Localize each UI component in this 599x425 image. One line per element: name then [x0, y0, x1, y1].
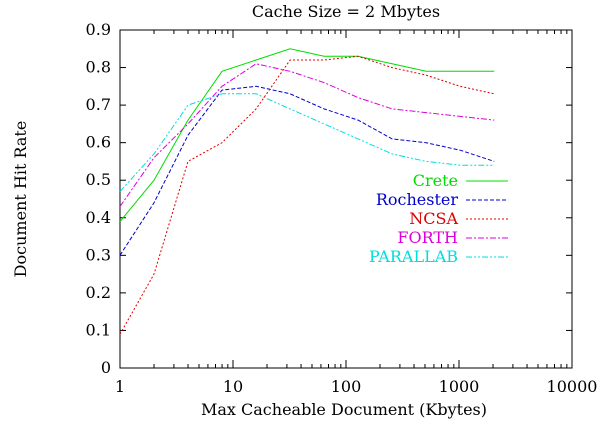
y-tick-label: 0.6 [86, 133, 111, 152]
y-tick-label: 0.3 [86, 245, 111, 264]
legend-label: NCSA [409, 209, 458, 228]
legend-label: Rochester [376, 190, 459, 209]
legend-label: FORTH [397, 228, 458, 247]
y-tick-label: 0.5 [86, 170, 111, 189]
y-tick-label: 0.2 [86, 283, 111, 302]
legend-label: PARALLAB [369, 247, 458, 266]
ticks-layer: 0 0.1 0.2 0.3 0.4 0.5 0.6 0.7 0.8 0.9 1 10 100 1000 10… [86, 20, 598, 396]
x-axis-label: Max Cacheable Document (Kbytes) [201, 400, 487, 419]
y-axis-label: Document Hit Rate [11, 121, 30, 278]
y-tick-label: 0.7 [86, 95, 111, 114]
y-tick-label: 0.1 [86, 320, 111, 339]
series-line-ncsa [119, 55, 495, 335]
x-tick-label: 10 [223, 377, 243, 396]
y-tick-label: 0.8 [86, 58, 111, 77]
legend-label: Crete [413, 171, 458, 190]
series-line-rochester [119, 85, 495, 256]
plot-frame [119, 29, 573, 369]
series-layer [119, 48, 495, 335]
y-tick-label: 0.9 [86, 20, 111, 39]
y-tick-label: 0.4 [86, 208, 111, 227]
x-tick-label: 1 [115, 377, 125, 396]
x-tick-label: 100 [331, 377, 362, 396]
series-line-forth [119, 63, 495, 207]
series-line-parallab [119, 93, 495, 192]
y-tick-label: 0 [101, 358, 111, 377]
x-tick-label: 1000 [439, 377, 480, 396]
chart-title: Cache Size = 2 Mbytes [252, 2, 440, 21]
x-tick-label: 10000 [547, 377, 598, 396]
